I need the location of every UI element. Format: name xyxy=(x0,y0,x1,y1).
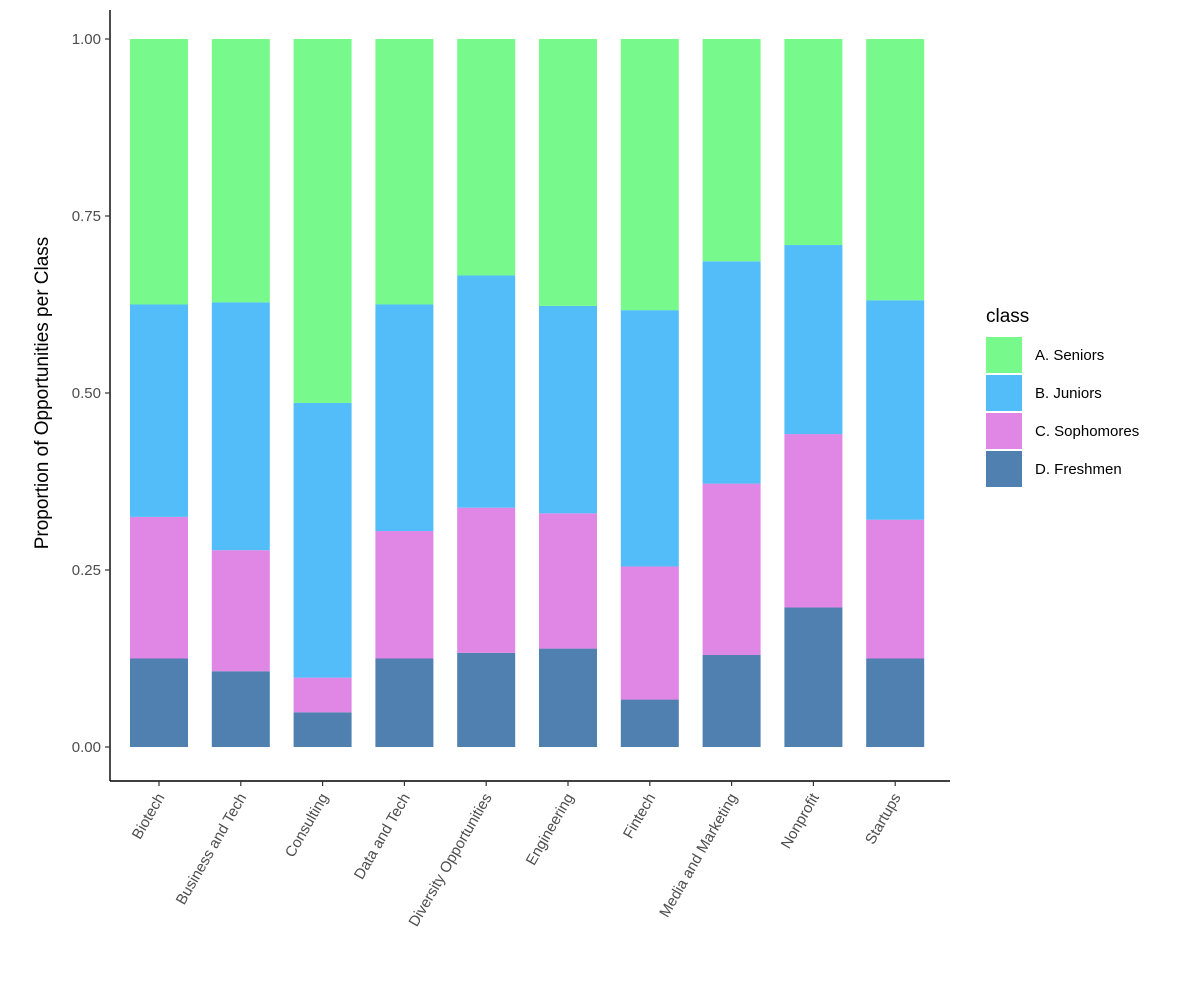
y-tick-label: 0.50 xyxy=(72,385,101,402)
bar-segment xyxy=(130,658,188,747)
axes-layer xyxy=(109,10,950,782)
bar-segment xyxy=(375,304,434,532)
y-axis-ticks: 0.00 0.25 0.50 0.75 1.00 xyxy=(72,31,110,756)
bar-segment xyxy=(130,39,188,305)
bar-segment xyxy=(293,712,352,747)
bar-segment xyxy=(375,39,434,305)
bar-segment xyxy=(620,699,679,747)
bar-segment xyxy=(784,434,843,608)
bar-segment xyxy=(702,39,761,262)
bar-segment xyxy=(539,648,597,747)
legend-swatch xyxy=(986,413,1022,449)
legend-swatch xyxy=(986,337,1022,373)
bar-segment xyxy=(866,300,925,520)
legend-title: class xyxy=(986,306,1029,327)
legend-label: C. Sophomores xyxy=(1035,423,1139,440)
legend-label: B. Juniors xyxy=(1035,385,1102,402)
bar-segment xyxy=(130,516,188,659)
legend-swatch xyxy=(986,375,1022,411)
bar-segment xyxy=(539,39,597,306)
bar-segment xyxy=(293,39,352,403)
bar-segment xyxy=(784,39,843,246)
bar-segment xyxy=(375,531,434,659)
bar-segment xyxy=(539,513,597,649)
x-tick-label: Diversity Opportunities xyxy=(405,791,495,930)
bar-segment xyxy=(620,310,679,567)
bar-segment xyxy=(702,261,761,484)
x-tick-label: Startups xyxy=(862,791,905,848)
x-axis-ticks: Biotech Business and Tech Consulting Data a… xyxy=(129,781,905,930)
bar-segment xyxy=(539,305,597,514)
bar-segment xyxy=(620,39,679,311)
bar-segment xyxy=(866,39,925,301)
legend-swatch xyxy=(986,451,1022,487)
bar-segment xyxy=(211,39,270,303)
bar-segment xyxy=(293,402,352,678)
bar-segment xyxy=(702,654,761,747)
bar-segment xyxy=(211,302,270,551)
bar-segment xyxy=(866,519,925,659)
x-tick-label: Fintech xyxy=(620,791,659,842)
bar-segment xyxy=(130,304,188,517)
bar-segment xyxy=(702,483,761,655)
x-tick-label: Nonprofit xyxy=(778,790,824,852)
bar-segment xyxy=(293,677,352,713)
x-tick-label: Engineering xyxy=(523,791,578,869)
bar-segment xyxy=(457,652,516,747)
y-tick-label: 0.00 xyxy=(72,739,101,756)
bar-segment xyxy=(211,671,270,747)
bar-segment xyxy=(784,607,843,747)
y-axis-title: Proportion of Opportunities per Class xyxy=(32,237,53,550)
y-tick-label: 0.25 xyxy=(72,562,101,579)
x-tick-label: Consulting xyxy=(282,791,332,861)
x-tick-label: Data and Tech xyxy=(351,791,414,883)
bar-segment xyxy=(375,658,434,747)
bar-segment xyxy=(620,566,679,700)
x-tick-label: Media and Marketing xyxy=(656,791,741,921)
bar-segment xyxy=(784,245,843,435)
legend: class A. Seniors B. Juniors C. Sophomores D… xyxy=(986,306,1139,487)
bar-segment xyxy=(866,658,925,747)
bars-layer xyxy=(130,39,925,747)
bar-segment xyxy=(457,39,516,276)
legend-label: D. Freshmen xyxy=(1035,461,1122,478)
x-tick-label: Biotech xyxy=(129,791,169,843)
x-tick-label: Business and Tech xyxy=(173,791,251,908)
bar-segment xyxy=(457,507,516,653)
legend-label: A. Seniors xyxy=(1035,347,1104,364)
y-tick-label: 1.00 xyxy=(72,31,101,48)
bar-segment xyxy=(211,550,270,672)
y-tick-label: 0.75 xyxy=(72,208,101,225)
bar-segment xyxy=(457,275,516,508)
